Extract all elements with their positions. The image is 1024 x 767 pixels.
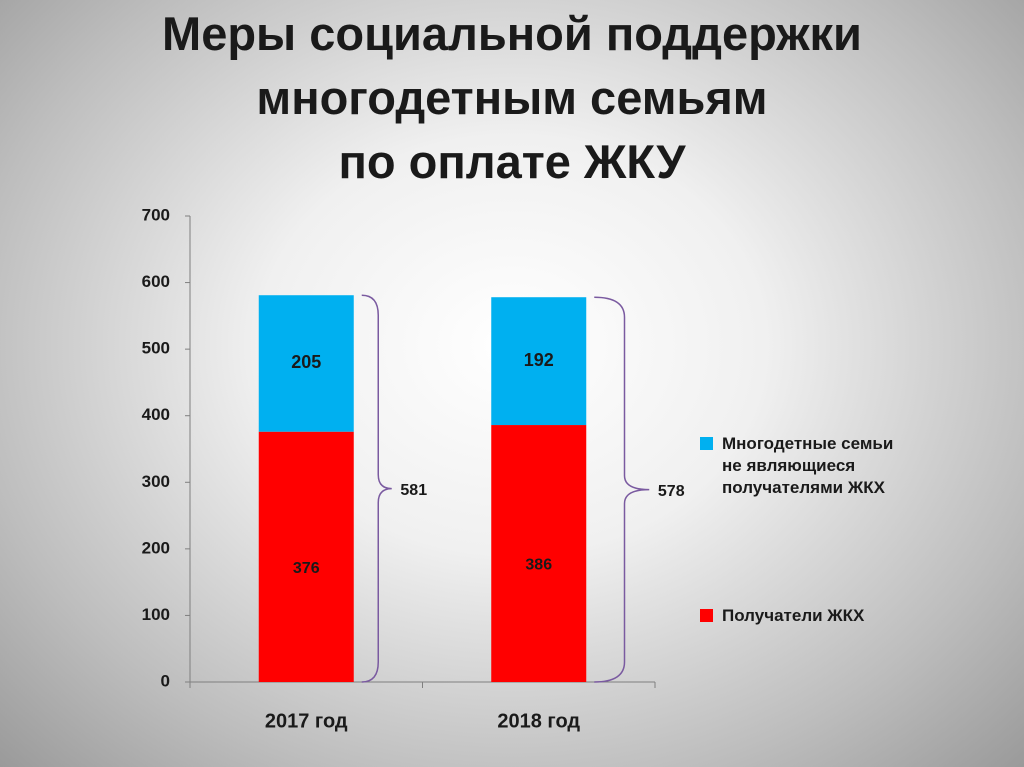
y-tick-label: 200 xyxy=(142,538,170,557)
x-tick-label: 2017 год xyxy=(265,710,348,732)
chart-title: Меры социальной поддержки многодетным се… xyxy=(162,7,862,188)
total-label: 581 xyxy=(400,482,427,499)
data-label: 376 xyxy=(293,560,320,577)
legend-swatch xyxy=(700,609,713,622)
legend-label: Получатели ЖКХ xyxy=(722,606,865,625)
total-label: 578 xyxy=(658,483,685,500)
y-tick-label: 0 xyxy=(161,671,170,690)
y-tick-label: 700 xyxy=(142,205,170,224)
y-tick-label: 500 xyxy=(142,339,170,358)
data-label: 192 xyxy=(524,350,554,370)
data-label: 386 xyxy=(525,557,552,574)
legend-item: Получатели ЖКХ xyxy=(700,605,864,627)
total-brace xyxy=(361,294,392,683)
y-tick-label: 300 xyxy=(142,472,170,491)
x-tick-label: 2018 год xyxy=(497,710,580,732)
data-label: 205 xyxy=(291,352,321,372)
bar-segment xyxy=(258,431,354,682)
legend-item: Многодетные семьи не являющиеся получате… xyxy=(700,433,893,499)
total-brace xyxy=(594,296,650,683)
bar-segment xyxy=(491,425,587,682)
legend-label: Многодетные семьи не являющиеся получате… xyxy=(722,434,894,497)
y-tick-label: 100 xyxy=(142,605,170,624)
bar-segment xyxy=(491,297,587,426)
bar-segment xyxy=(258,295,354,432)
legend-swatch xyxy=(700,437,713,450)
y-tick-label: 400 xyxy=(142,405,170,424)
y-tick-label: 600 xyxy=(142,272,170,291)
